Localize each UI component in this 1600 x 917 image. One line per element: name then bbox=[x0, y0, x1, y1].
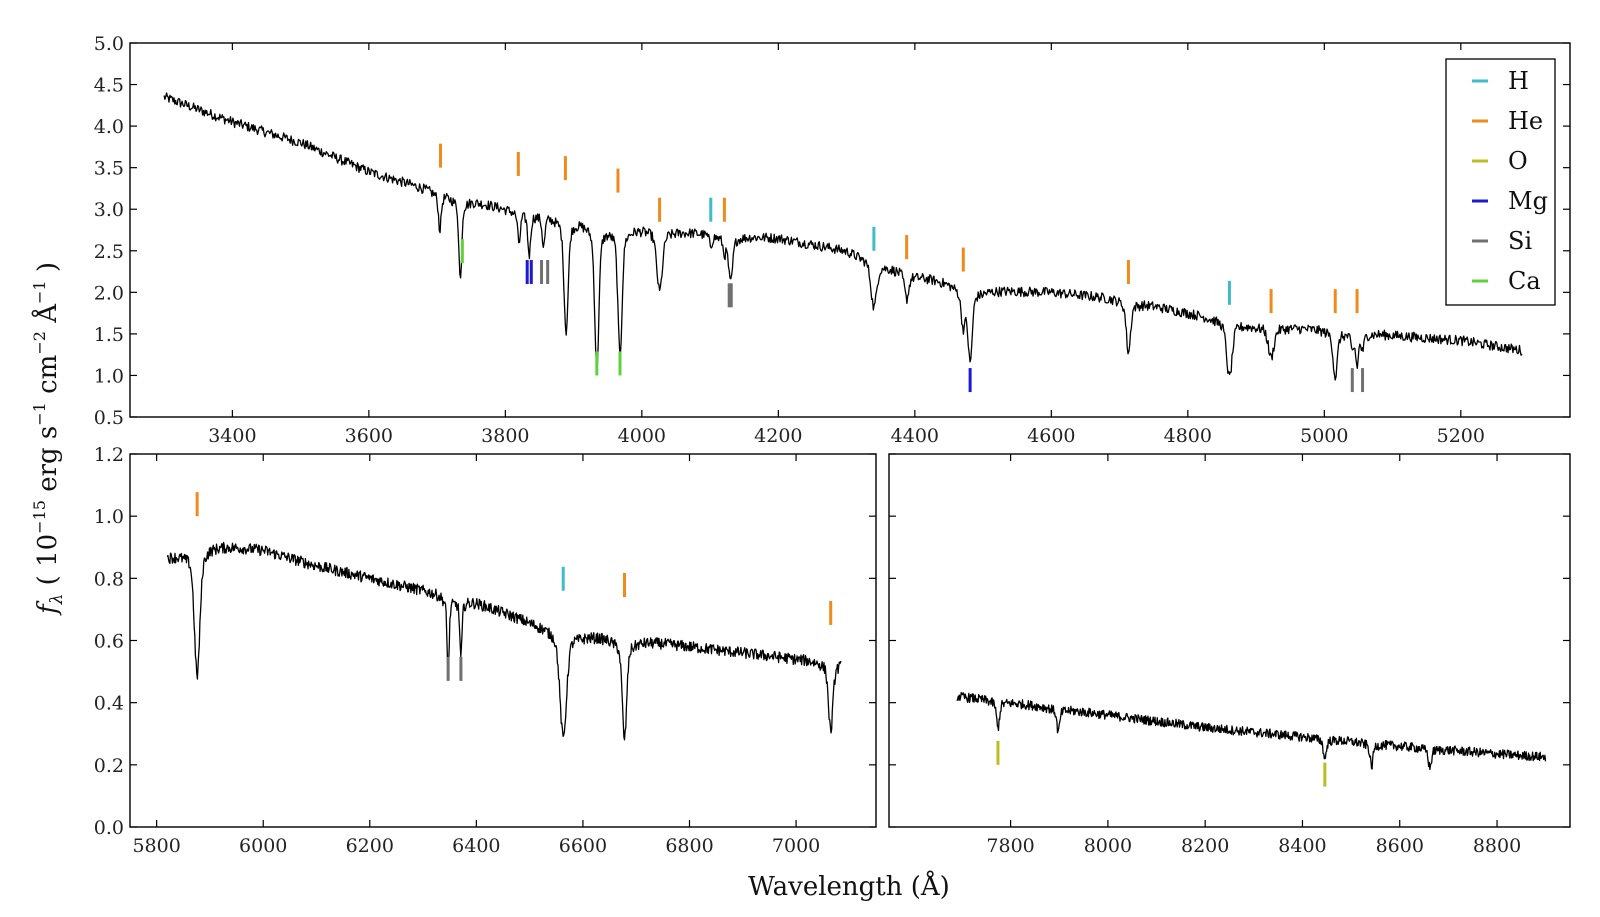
y-axis-unit-erg: erg s bbox=[33, 426, 63, 500]
x-tick-label-bottom-left-6600: 6600 bbox=[559, 835, 607, 857]
y-axis-unit-angstrom: Å bbox=[31, 303, 63, 331]
legend: H He O Mg Si Ca bbox=[1445, 58, 1556, 306]
spectrum-line-bottom-left bbox=[166, 541, 842, 741]
axes-frame-top bbox=[129, 42, 1571, 418]
y-axis-exp-2: −1 bbox=[30, 402, 49, 426]
axes-frame-bottom-left bbox=[129, 453, 877, 828]
x-tick-label-top-3600: 3600 bbox=[345, 425, 393, 447]
x-tick-label-bottom-left-6800: 6800 bbox=[665, 835, 713, 857]
y-axis-exp-3: −2 bbox=[30, 331, 49, 355]
y-tick-label-top-1.5: 1.5 bbox=[94, 324, 124, 346]
y-axis-exp-4: −1 bbox=[30, 280, 49, 304]
x-tick-label-bottom-left-5800: 5800 bbox=[132, 835, 180, 857]
x-tick-label-bottom-right-8400: 8400 bbox=[1278, 835, 1326, 857]
x-tick-label-bottom-right-8800: 8800 bbox=[1473, 835, 1521, 857]
line-markers-bottom-right bbox=[996, 740, 1327, 787]
x-tick-label-top-5000: 5000 bbox=[1300, 425, 1348, 447]
x-tick-label-bottom-left-6400: 6400 bbox=[452, 835, 500, 857]
x-tick-label-top-4200: 4200 bbox=[754, 425, 802, 447]
x-tick-label-top-4600: 4600 bbox=[1027, 425, 1075, 447]
legend-label-he: He bbox=[1508, 107, 1543, 135]
y-tick-label-bottom-left-0.6: 0.6 bbox=[94, 631, 124, 653]
y-tick-label-top-3: 3.0 bbox=[94, 199, 124, 221]
y-tick-label-bottom-left-0.4: 0.4 bbox=[94, 693, 124, 715]
x-tick-label-top-3800: 3800 bbox=[481, 425, 529, 447]
x-tick-label-top-5200: 5200 bbox=[1437, 425, 1485, 447]
y-axis-open: ( 10 bbox=[33, 534, 63, 594]
legend-label-h: H bbox=[1508, 67, 1529, 95]
spectrum-line-top bbox=[163, 92, 1523, 381]
y-tick-label-bottom-left-1.2: 1.2 bbox=[94, 444, 124, 466]
y-axis-unit-cm: cm bbox=[33, 355, 63, 402]
y-axis-close: ) bbox=[33, 262, 63, 280]
y-tick-label-top-4.5: 4.5 bbox=[94, 75, 124, 97]
x-tick-label-bottom-right-7800: 7800 bbox=[986, 835, 1034, 857]
x-tick-label-bottom-left-7000: 7000 bbox=[772, 835, 820, 857]
y-tick-label-top-2.5: 2.5 bbox=[94, 241, 124, 263]
y-tick-label-top-5: 5.0 bbox=[94, 33, 124, 55]
spectrum-line-bottom-right bbox=[956, 692, 1547, 771]
panel-bottom-right: 7800 8000 8200 8400 8600 8800 bbox=[888, 453, 1571, 857]
legend-box bbox=[1445, 58, 1556, 306]
axes-frame-bottom-right bbox=[888, 453, 1571, 828]
y-tick-label-top-1: 1.0 bbox=[94, 365, 124, 387]
x-tick-label-bottom-right-8600: 8600 bbox=[1376, 835, 1424, 857]
y-axis-title: fλ ( 10−15 erg s−1 cm−2 Å−1 ) bbox=[30, 262, 67, 616]
y-tick-label-top-2: 2.0 bbox=[94, 282, 124, 304]
line-markers-bottom-left bbox=[195, 492, 833, 681]
panel-top: 3400 3600 3800 4000 4200 4400 4600 4800 5000 5200… bbox=[94, 33, 1571, 447]
y-tick-label-top-0.5: 0.5 bbox=[94, 407, 124, 429]
y-tick-label-bottom-left-0.8: 0.8 bbox=[94, 568, 124, 590]
panel-bottom-left: 5800 6000 6200 6400 6600 6800 7000 0.0 0.2 0.4 0.6… bbox=[94, 444, 877, 857]
x-tick-label-top-4000: 4000 bbox=[618, 425, 666, 447]
y-tick-label-bottom-left-0.2: 0.2 bbox=[94, 755, 124, 777]
y-axis-exp-1: −15 bbox=[30, 500, 49, 534]
x-tick-label-top-4800: 4800 bbox=[1164, 425, 1212, 447]
x-tick-label-bottom-right-8200: 8200 bbox=[1181, 835, 1229, 857]
legend-label-mg: Mg bbox=[1508, 187, 1548, 215]
x-tick-label-top-4400: 4400 bbox=[891, 425, 939, 447]
y-tick-label-top-4: 4.0 bbox=[94, 116, 124, 138]
x-tick-label-bottom-left-6200: 6200 bbox=[346, 835, 394, 857]
y-tick-label-bottom-left-1: 1.0 bbox=[94, 506, 124, 528]
legend-label-si: Si bbox=[1508, 227, 1532, 255]
line-markers-top bbox=[439, 143, 1365, 393]
x-tick-label-bottom-left-6000: 6000 bbox=[239, 835, 287, 857]
y-tick-label-bottom-left-0: 0.0 bbox=[94, 817, 124, 839]
x-axis-title: Wavelength (Å) bbox=[748, 870, 950, 902]
y-tick-label-top-3.5: 3.5 bbox=[94, 158, 124, 180]
x-tick-label-top-3400: 3400 bbox=[208, 425, 256, 447]
legend-label-ca: Ca bbox=[1508, 267, 1541, 295]
x-tick-label-bottom-right-8000: 8000 bbox=[1084, 835, 1132, 857]
y-axis-subscript: λ bbox=[47, 594, 67, 606]
legend-label-o: O bbox=[1508, 147, 1528, 175]
